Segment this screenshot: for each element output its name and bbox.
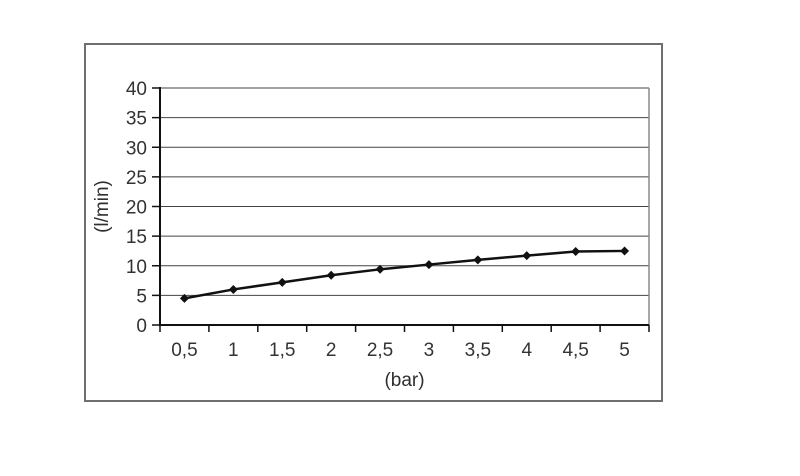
x-tick-label: 1	[228, 340, 239, 361]
x-tick-label: 3	[424, 340, 435, 361]
y-tick-label: 20	[126, 198, 147, 219]
data-point-marker	[277, 277, 287, 287]
data-line	[184, 249, 625, 300]
y-tick-label: 40	[126, 79, 147, 100]
data-point-marker	[571, 247, 581, 257]
y-tick-label: 5	[136, 286, 147, 307]
chart-frame: 0 5 10 15 20 25 30 35 40 0,5 1 1,5 2 2,5 3 3,5 4 4,5 5 (l/…	[84, 43, 663, 402]
x-tick-label: 3,5	[465, 340, 491, 361]
y-tick-label: 0	[136, 316, 147, 337]
chart-plot-area: 0 5 10 15 20 25 30 35 40 0,5 1 1,5 2 2,5 3 3,5 4 4,5 5	[126, 79, 650, 361]
y-tick-label: 25	[126, 168, 147, 189]
data-point-marker	[424, 260, 434, 270]
y-tick-label: 15	[126, 227, 147, 248]
flow-curve-chart: 0 5 10 15 20 25 30 35 40 0,5 1 1,5 2 2,5 3 3,5 4 4,5 5 (l/…	[92, 79, 650, 391]
x-tick-label: 4	[521, 340, 532, 361]
data-point-marker	[179, 293, 189, 303]
x-tick-label: 1,5	[269, 340, 295, 361]
x-tick-label: 5	[619, 340, 630, 361]
y-tick-label: 35	[126, 109, 147, 130]
data-point-marker	[375, 264, 385, 274]
data-point-marker	[228, 284, 238, 294]
data-point-marker	[473, 255, 483, 265]
x-tick-label: 4,5	[562, 340, 588, 361]
data-point-marker	[522, 251, 532, 261]
x-tick-label: 2,5	[367, 340, 393, 361]
data-point-marker	[620, 246, 630, 256]
x-tick-label: 0,5	[171, 340, 197, 361]
x-tick-label: 2	[326, 340, 337, 361]
x-axis-title: (bar)	[384, 370, 424, 391]
y-tick-label: 10	[126, 257, 147, 278]
data-point-marker	[326, 270, 336, 280]
y-tick-label: 30	[126, 138, 147, 159]
y-axis-title: (l/min)	[92, 180, 113, 233]
